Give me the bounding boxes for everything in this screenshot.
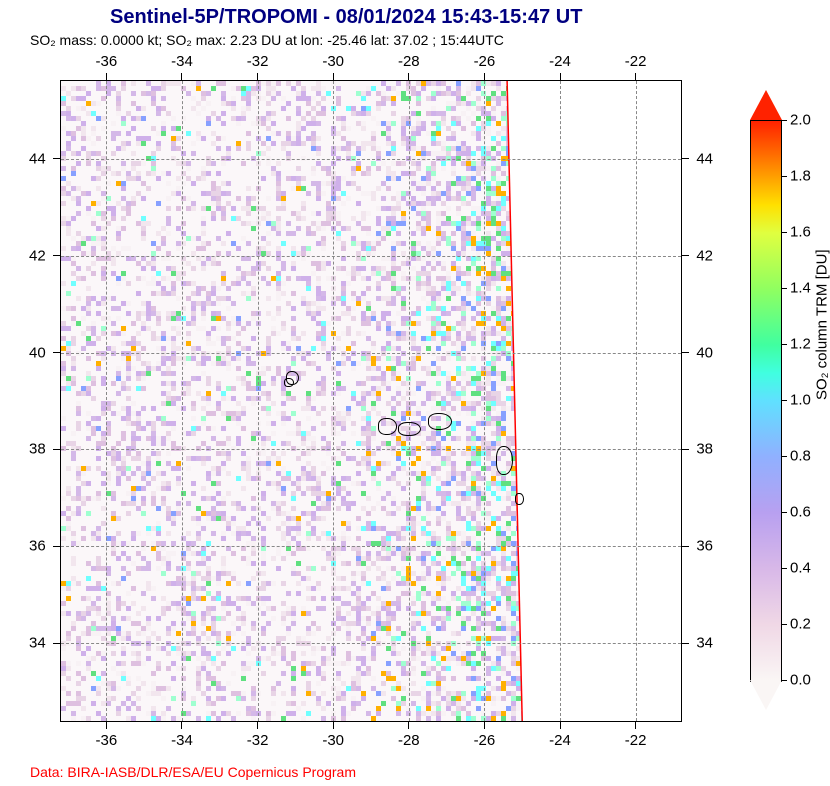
colorbar-tick-label: 1.0	[790, 392, 811, 409]
y-tick-label: 40	[696, 344, 713, 361]
colorbar-tick-label: 1.2	[790, 336, 811, 353]
y-tick-label: 40	[29, 344, 46, 361]
x-tick-label: -32	[247, 53, 269, 70]
chart-title: Sentinel-5P/TROPOMI - 08/01/2024 15:43-1…	[110, 6, 582, 29]
x-tick-label: -26	[474, 53, 496, 70]
colorbar	[750, 120, 782, 682]
colorbar-tick-label: 0.0	[790, 672, 811, 689]
y-tick-label: 44	[696, 150, 713, 167]
colorbar-tick-label: 0.8	[790, 448, 811, 465]
y-tick-label: 36	[29, 538, 46, 555]
x-tick-label: -36	[96, 732, 118, 749]
x-tick-label: -36	[96, 53, 118, 70]
colorbar-tick-label: 1.6	[790, 224, 811, 241]
x-tick-label: -34	[171, 53, 193, 70]
x-tick-label: -30	[322, 53, 344, 70]
x-tick-label: -24	[549, 732, 571, 749]
x-tick-label: -32	[247, 732, 269, 749]
y-tick-label: 34	[696, 635, 713, 652]
island-outline	[428, 413, 453, 430]
colorbar-tick-label: 0.6	[790, 504, 811, 521]
colorbar-arrow-under	[750, 680, 782, 710]
island-outline	[496, 446, 513, 475]
colorbar-tick-label: 1.4	[790, 280, 811, 297]
y-tick-label: 38	[696, 441, 713, 458]
colorbar-gradient	[751, 121, 781, 681]
colorbar-tick-label: 1.8	[790, 168, 811, 185]
colorbar-label: SO₂ column TRM [DU]	[814, 249, 830, 400]
x-tick-label: -26	[474, 732, 496, 749]
chart-subtitle: SO₂ mass: 0.0000 kt; SO₂ max: 2.23 DU at…	[30, 32, 504, 48]
island-outline	[284, 378, 294, 387]
colorbar-arrow-over	[750, 90, 782, 120]
island-outline	[515, 493, 524, 505]
x-tick-label: -28	[398, 53, 420, 70]
island-outline	[378, 418, 397, 435]
y-tick-label: 36	[696, 538, 713, 555]
island-outline	[398, 422, 421, 436]
x-tick-label: -28	[398, 732, 420, 749]
y-tick-label: 34	[29, 635, 46, 652]
data-swath	[61, 81, 681, 721]
y-tick-label: 44	[29, 150, 46, 167]
x-tick-label: -22	[625, 732, 647, 749]
y-tick-label: 38	[29, 441, 46, 458]
y-tick-label: 42	[696, 247, 713, 264]
colorbar-tick-label: 0.4	[790, 560, 811, 577]
y-tick-label: 42	[29, 247, 46, 264]
x-tick-label: -34	[171, 732, 193, 749]
map-plot: -36-36-34-34-32-32-30-30-28-28-26-26-24-…	[60, 80, 682, 722]
map-plot-inner	[61, 81, 681, 721]
credit-line: Data: BIRA-IASB/DLR/ESA/EU Copernicus Pr…	[30, 764, 356, 780]
x-tick-label: -30	[322, 732, 344, 749]
colorbar-tick-label: 2.0	[790, 112, 811, 129]
colorbar-tick-label: 0.2	[790, 616, 811, 633]
x-tick-label: -22	[625, 53, 647, 70]
x-tick-label: -24	[549, 53, 571, 70]
